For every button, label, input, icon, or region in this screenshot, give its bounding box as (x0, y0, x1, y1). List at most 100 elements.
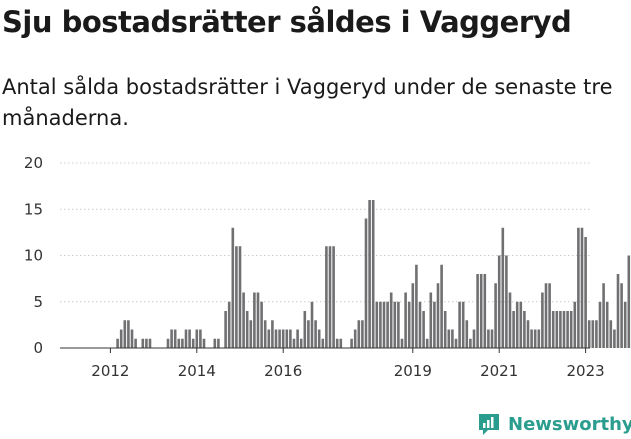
bar (310, 301, 314, 348)
bar (609, 320, 613, 348)
bar (569, 311, 573, 348)
bar (483, 274, 487, 348)
bar (317, 329, 321, 348)
x-tick-label: 2014 (178, 362, 216, 380)
bar (595, 320, 598, 348)
bar (512, 311, 515, 348)
bar (227, 301, 231, 348)
bar (332, 246, 335, 348)
bar (314, 320, 317, 348)
bar (386, 301, 389, 348)
bar (580, 227, 584, 348)
bar (425, 338, 429, 348)
bar (166, 338, 170, 348)
bar (501, 227, 505, 348)
x-tick-label: 2021 (480, 362, 518, 380)
bar (465, 320, 469, 348)
bar (148, 338, 152, 348)
bar (339, 338, 343, 348)
bar (404, 292, 407, 348)
bar (566, 311, 569, 348)
bar (134, 338, 137, 348)
bar (213, 338, 217, 348)
bar (555, 311, 559, 348)
bar (587, 320, 591, 348)
bar (472, 329, 476, 348)
bar (533, 329, 537, 348)
bar (307, 320, 310, 348)
bar (389, 292, 393, 348)
bar (505, 255, 508, 348)
bar (202, 338, 206, 348)
bar (267, 329, 271, 348)
bar (447, 329, 451, 348)
x-tick-label: 2023 (567, 362, 605, 380)
bar (371, 200, 375, 348)
bar (303, 311, 307, 348)
bar (433, 301, 436, 348)
bar (418, 301, 422, 348)
bar (411, 283, 415, 348)
bar (292, 338, 296, 348)
chart-subtitle: Antal sålda bostadsrätter i Vaggeryd und… (2, 75, 613, 130)
bar (422, 311, 425, 348)
bar (469, 338, 472, 348)
bar (382, 301, 386, 348)
bar (443, 311, 447, 348)
bar (497, 255, 501, 348)
bar (181, 338, 184, 348)
bar (577, 227, 580, 348)
bar (235, 246, 238, 348)
bar (620, 283, 623, 348)
bar (613, 329, 616, 348)
bar (184, 329, 188, 348)
logo-text: Newsworthy (508, 413, 631, 435)
bar (368, 200, 371, 348)
bar (253, 292, 256, 348)
bar (598, 301, 602, 348)
bar (627, 255, 631, 348)
bar (325, 246, 328, 348)
bar (281, 329, 285, 348)
y-tick-label: 0 (33, 339, 43, 357)
bar (584, 237, 587, 348)
bar (224, 311, 227, 348)
bar (523, 311, 526, 348)
bar (285, 329, 289, 348)
bar (119, 329, 123, 348)
bar (195, 329, 199, 348)
bar (541, 292, 544, 348)
bar (278, 329, 281, 348)
bar (407, 301, 411, 348)
bar (548, 283, 551, 348)
x-tick-label: 2019 (394, 362, 432, 380)
x-tick-label: 2012 (91, 362, 129, 380)
bar (551, 311, 555, 348)
bar (494, 283, 497, 348)
bar (296, 329, 299, 348)
bar (519, 301, 523, 348)
bar (127, 320, 130, 348)
y-tick-label: 20 (24, 154, 43, 172)
bar (199, 329, 202, 348)
bar (238, 246, 242, 348)
bar (616, 274, 620, 348)
newsworthy-logo: Newsworthy (476, 409, 631, 439)
bar (440, 264, 443, 348)
bar (260, 301, 263, 348)
bar (321, 338, 325, 348)
newsworthy-logo-icon (479, 414, 499, 435)
bar (397, 301, 400, 348)
bar (123, 320, 127, 348)
bar (274, 329, 278, 348)
bar (116, 338, 119, 348)
bar (526, 320, 530, 348)
bar (451, 329, 454, 348)
bar (145, 338, 148, 348)
bar (602, 283, 605, 348)
bar (379, 301, 382, 348)
bar (530, 329, 533, 348)
y-tick-label: 5 (33, 293, 43, 311)
bar (217, 338, 220, 348)
